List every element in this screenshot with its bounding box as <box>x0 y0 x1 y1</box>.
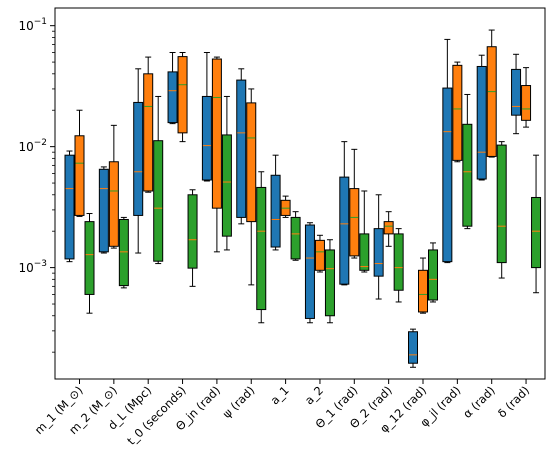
box-1-series-0 <box>98 166 109 254</box>
box-body <box>531 196 542 269</box>
box-body <box>74 135 85 216</box>
x-tick-label: α (rad) <box>460 383 498 421</box>
box-3-series-1 <box>177 52 188 143</box>
box-4-series-2 <box>221 95 232 251</box>
x-tick-label: δ (rad) <box>495 383 532 420</box>
box-body <box>418 269 428 313</box>
box-body <box>304 224 315 319</box>
box-body <box>521 85 532 121</box>
box-12-series-0 <box>476 54 487 181</box>
box-7-series-1 <box>314 234 325 273</box>
box-11-series-1 <box>452 61 463 163</box>
box-13-series-2 <box>531 154 542 294</box>
box-body <box>108 161 119 247</box>
box-7-series-2 <box>324 239 335 324</box>
box-9-series-0 <box>373 194 384 300</box>
box-body <box>408 331 418 364</box>
box-3-series-2 <box>187 189 198 287</box>
y-tick-label: 10−1 <box>18 17 47 33</box>
box-10-series-2 <box>428 242 438 303</box>
box-body <box>290 216 301 260</box>
box-body <box>167 71 178 124</box>
box-0-series-1 <box>74 109 85 217</box>
box-body <box>462 123 473 227</box>
box-body <box>246 102 257 223</box>
box-body <box>187 194 198 269</box>
box-body <box>452 64 463 161</box>
box-8-series-2 <box>359 190 370 273</box>
box-body <box>496 144 507 264</box>
box-13-series-1 <box>521 67 532 128</box>
y-tick-label: 10−3 <box>18 259 47 275</box>
x-axis-ticks: m_1 (M_⊙)m_2 (M_⊙)d_L (Mpc)t_0 (seconds)… <box>32 379 532 448</box>
box-10-series-1 <box>418 257 428 314</box>
box-body <box>177 56 188 134</box>
box-body <box>339 176 350 285</box>
box-body <box>98 168 109 253</box>
x-tick-label: a_2 <box>302 383 326 407</box>
box-body <box>373 228 384 277</box>
box-body <box>383 221 394 235</box>
box-11-series-0 <box>442 38 453 264</box>
box-body <box>256 186 267 311</box>
box-2-series-0 <box>133 68 144 254</box>
box-5-series-2 <box>256 171 267 324</box>
box-11-series-2 <box>462 93 473 230</box>
box-8-series-0 <box>339 141 350 286</box>
box-body <box>236 79 247 218</box>
box-body <box>270 174 281 248</box>
box-body <box>349 188 360 257</box>
box-2-series-2 <box>153 95 164 265</box>
x-tick-label: a_1 <box>268 383 292 407</box>
box-body <box>84 221 95 295</box>
box-body <box>211 58 222 209</box>
box-body <box>511 68 522 116</box>
box-12-series-2 <box>496 141 507 279</box>
box-0-series-2 <box>84 213 95 314</box>
box-body <box>221 134 232 237</box>
box-4-series-1 <box>211 56 222 253</box>
box-5-series-1 <box>246 88 257 286</box>
box-1-series-2 <box>118 216 129 289</box>
box-body <box>64 154 75 260</box>
box-4-series-0 <box>201 52 212 182</box>
box-body <box>393 233 404 291</box>
box-6-series-2 <box>290 211 301 261</box>
box-body <box>476 65 487 180</box>
box-10-series-0 <box>408 328 418 368</box>
box-6-series-1 <box>280 195 291 218</box>
plot-frame <box>54 7 546 380</box>
box-body <box>486 46 497 157</box>
x-tick-label: ψ (rad) <box>220 383 258 421</box>
box-body <box>442 87 453 263</box>
box-8-series-1 <box>349 148 360 259</box>
y-tick-label: 10−2 <box>18 138 47 154</box>
box-body <box>118 218 129 287</box>
box-body <box>359 233 370 271</box>
box-1-series-1 <box>108 124 119 249</box>
box-7-series-0 <box>304 222 315 324</box>
box-2-series-1 <box>143 56 154 193</box>
box-3-series-0 <box>167 52 178 125</box>
box-body <box>143 73 154 192</box>
box-6-series-0 <box>270 154 281 251</box>
box-5-series-0 <box>236 68 247 225</box>
box-body <box>153 140 164 262</box>
box-12-series-1 <box>486 29 497 158</box>
boxes-layer <box>64 29 542 368</box>
box-9-series-1 <box>383 211 394 247</box>
box-body <box>133 101 144 216</box>
box-body <box>428 249 438 301</box>
box-13-series-0 <box>511 53 522 135</box>
box-body <box>201 95 212 181</box>
box-body <box>324 249 335 317</box>
box-body <box>314 239 325 271</box>
box-9-series-2 <box>393 228 404 303</box>
y-axis-ticks: 10−3 10−2 10−1 <box>18 17 55 275</box>
box-0-series-0 <box>64 150 75 263</box>
